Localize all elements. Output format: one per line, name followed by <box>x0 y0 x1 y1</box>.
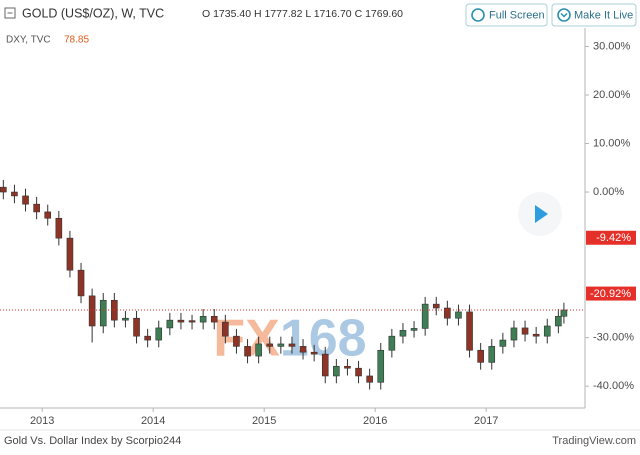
candle-body <box>122 317 129 321</box>
candle-body <box>11 191 18 197</box>
candle-body <box>188 320 196 323</box>
candle-body <box>288 343 296 347</box>
candle-body <box>499 339 507 347</box>
play-icon <box>535 205 548 223</box>
dxy-last-value: 78.85 <box>64 35 89 46</box>
candle-body <box>199 315 207 323</box>
y-tick-label: -30.00% <box>593 332 634 344</box>
y-tick-label: 10.00% <box>593 137 631 149</box>
candle-body <box>532 333 540 337</box>
candle-body <box>77 269 85 297</box>
candle-body <box>144 335 151 341</box>
footer-brand[interactable]: TradingView.com <box>552 435 636 447</box>
chart-title: GOLD (US$/OZ), W, TVC <box>22 6 164 20</box>
candle-body <box>166 319 174 329</box>
candle-body <box>510 327 518 341</box>
plot-area: 30.00% 20.00% 10.00% 0.00% -30.00% -40.00% 201… <box>0 40 636 427</box>
x-tick-label: 2016 <box>363 415 387 427</box>
candle-body <box>344 365 351 369</box>
candle-body <box>488 346 496 363</box>
candle-body <box>366 375 373 383</box>
candle-body <box>410 328 418 331</box>
price-marker <box>586 286 636 301</box>
candle-body <box>455 311 462 319</box>
candle-body <box>321 353 329 377</box>
button-frame[interactable] <box>551 3 637 27</box>
candle-body <box>99 299 107 327</box>
button-label[interactable]: Make It Live <box>574 9 633 21</box>
candle-body <box>521 327 529 335</box>
price-marker-label: -9.42% <box>596 232 631 244</box>
candle-body <box>333 365 340 377</box>
candle-body <box>277 343 285 347</box>
y-tick-label: 30.00% <box>593 40 631 52</box>
candle-body <box>310 351 318 355</box>
candle-body <box>543 325 551 337</box>
candle-body <box>44 211 52 219</box>
price-marker-label: -20.92% <box>590 288 631 300</box>
ohlc-quote: O 1735.40 H 1777.82 L 1716.70 C 1769.60 <box>202 8 403 20</box>
candle-body <box>222 321 229 337</box>
make-it-live-button[interactable]: Make It Live <box>551 3 637 27</box>
x-tick-label: 2014 <box>141 415 165 427</box>
candle-body <box>33 203 40 213</box>
candle-body <box>22 195 29 205</box>
candle-body <box>555 315 562 327</box>
candle-body <box>133 317 140 337</box>
y-tick-label: 0.00% <box>593 186 624 198</box>
dxy-legend: DXY, TVC <box>6 35 51 46</box>
candle-body <box>0 186 7 193</box>
candle-body <box>377 349 385 383</box>
x-tick-label: 2013 <box>30 415 54 427</box>
footer-credit: Gold Vs. Dollar Index by Scorpio244 <box>4 435 181 447</box>
candle-body <box>66 237 74 271</box>
candle-body <box>432 303 440 309</box>
candle-body <box>444 307 451 319</box>
full-screen-button[interactable]: Full Screen <box>465 3 548 27</box>
price-marker <box>586 230 636 245</box>
button-frame[interactable] <box>465 3 548 27</box>
candle-body <box>177 319 185 323</box>
x-tick-label: 2015 <box>252 415 276 427</box>
y-tick-label: 20.00% <box>593 89 631 101</box>
x-tick-label: 2017 <box>474 415 498 427</box>
candle-body <box>55 217 63 239</box>
candle-body <box>266 343 274 347</box>
button-icon-arrow <box>560 12 568 18</box>
button-label[interactable]: Full Screen <box>489 9 545 21</box>
candle-body <box>388 335 396 351</box>
candle-body <box>88 295 96 327</box>
candle-body <box>255 343 262 357</box>
candle-body <box>233 335 240 347</box>
candle-body <box>244 346 251 357</box>
button-icon <box>471 8 485 22</box>
candle-body <box>155 327 163 341</box>
collapse-icon[interactable] <box>4 7 16 19</box>
candle-body <box>421 303 429 329</box>
button-icon <box>557 8 571 22</box>
candle-body <box>299 346 307 353</box>
candle-body <box>210 315 218 323</box>
candle-body <box>466 311 473 351</box>
candle-body <box>477 349 484 363</box>
candle-body <box>560 309 568 317</box>
candle-body <box>355 367 362 377</box>
y-tick-label: -40.00% <box>593 380 634 392</box>
candle-body <box>399 330 407 337</box>
